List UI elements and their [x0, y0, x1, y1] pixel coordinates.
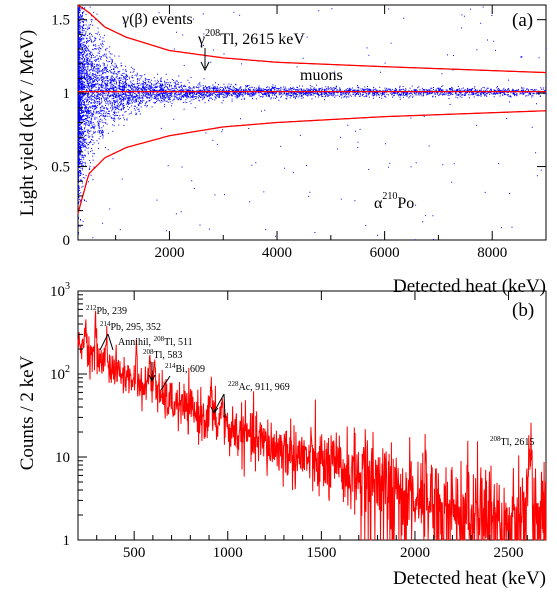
- annotation-pb212: 212Pb, 239: [86, 304, 127, 317]
- x-tick-label: 2000: [400, 545, 430, 561]
- lower-band-curve: [77, 110, 546, 214]
- x-tick-label: 4000: [262, 245, 292, 261]
- y-tick-label: 0.5: [51, 160, 70, 176]
- panel-b-label: (b): [512, 300, 534, 321]
- annotation-bi214: 214Bi, 609: [165, 362, 205, 375]
- x-tick-label: 1500: [306, 545, 336, 561]
- annotation-pb214: 214Pb, 295, 352: [100, 320, 161, 333]
- panel-a-axis-ticks: 2000 4000 6000 8000 0 0.5 1 1.5: [51, 5, 546, 261]
- y-tick-label: 1.5: [51, 13, 70, 29]
- annotation-tl2615: 208Tl, 2615: [490, 435, 534, 448]
- annotation-ac228: 228Ac, 911, 969: [228, 380, 290, 393]
- y-tick-label: 0: [63, 233, 71, 249]
- y-tick-label: 103: [50, 281, 70, 300]
- arrow-gamma-tl: [200, 48, 210, 72]
- x-tick-label: 1000: [213, 545, 243, 561]
- annotation-muons: muons: [300, 67, 343, 84]
- x-tick-label: 6000: [370, 245, 400, 261]
- y-tick-label: 10: [55, 450, 70, 466]
- annotation-gamma-beta-events: γ(β) events: [121, 11, 193, 28]
- panel-a-plot-frame: [77, 4, 547, 241]
- panel-a-band-curves: [77, 4, 547, 214]
- panel-b-plot-frame: [77, 290, 547, 541]
- annotation-alpha-po210: α210Po: [374, 191, 414, 212]
- panel-b-axis-ticks: 500 1000 1500 2000 2500 1 10 102 103: [50, 281, 528, 561]
- energy-spectrum-line: [77, 310, 547, 542]
- panel-a-x-axis-label: Detected heat (keV): [393, 276, 546, 297]
- panel-b-y-axis-label: Counts / 2 keV: [17, 355, 38, 470]
- y-tick-label: 1: [63, 86, 71, 102]
- x-tick-label: 2000: [154, 245, 184, 261]
- arrow-bi214: [160, 375, 171, 391]
- panel-a-scatter: 2000 4000 6000 8000 0 0.5 1 1.5 (a) Detected he…: [17, 4, 547, 297]
- panel-b-spectrum: 500 1000 1500 2000 2500 1 10 102 103 (b) Detecte…: [17, 281, 547, 589]
- arrows-pb214: [99, 333, 114, 351]
- upper-band-curve: [77, 4, 547, 74]
- arrows-ac228: [210, 393, 226, 419]
- panel-a-label: (a): [512, 10, 533, 31]
- x-tick-label: 500: [123, 545, 146, 561]
- annotation-tl583: 208Tl, 583: [143, 348, 182, 361]
- annotation-gamma-tl-2615: γ208Tl, 2615 keV: [197, 28, 305, 48]
- panel-a-y-axis-label: Light yield (keV / MeV): [17, 30, 38, 216]
- panel-a-scatter-points: [78, 5, 547, 241]
- x-tick-label: 8000: [477, 245, 507, 261]
- y-tick-label: 102: [50, 364, 70, 383]
- y-tick-label: 1: [63, 533, 71, 549]
- scatter-point-cloud: [78, 5, 547, 241]
- x-tick-label: 2500: [494, 545, 524, 561]
- panel-b-x-axis-label: Detected heat (keV): [393, 568, 546, 589]
- arrow-tl583: [148, 362, 156, 383]
- annotation-annihil-tl511: Annihil, 208Tl, 511: [118, 335, 193, 348]
- panel-b-spectrum-line: [77, 310, 547, 542]
